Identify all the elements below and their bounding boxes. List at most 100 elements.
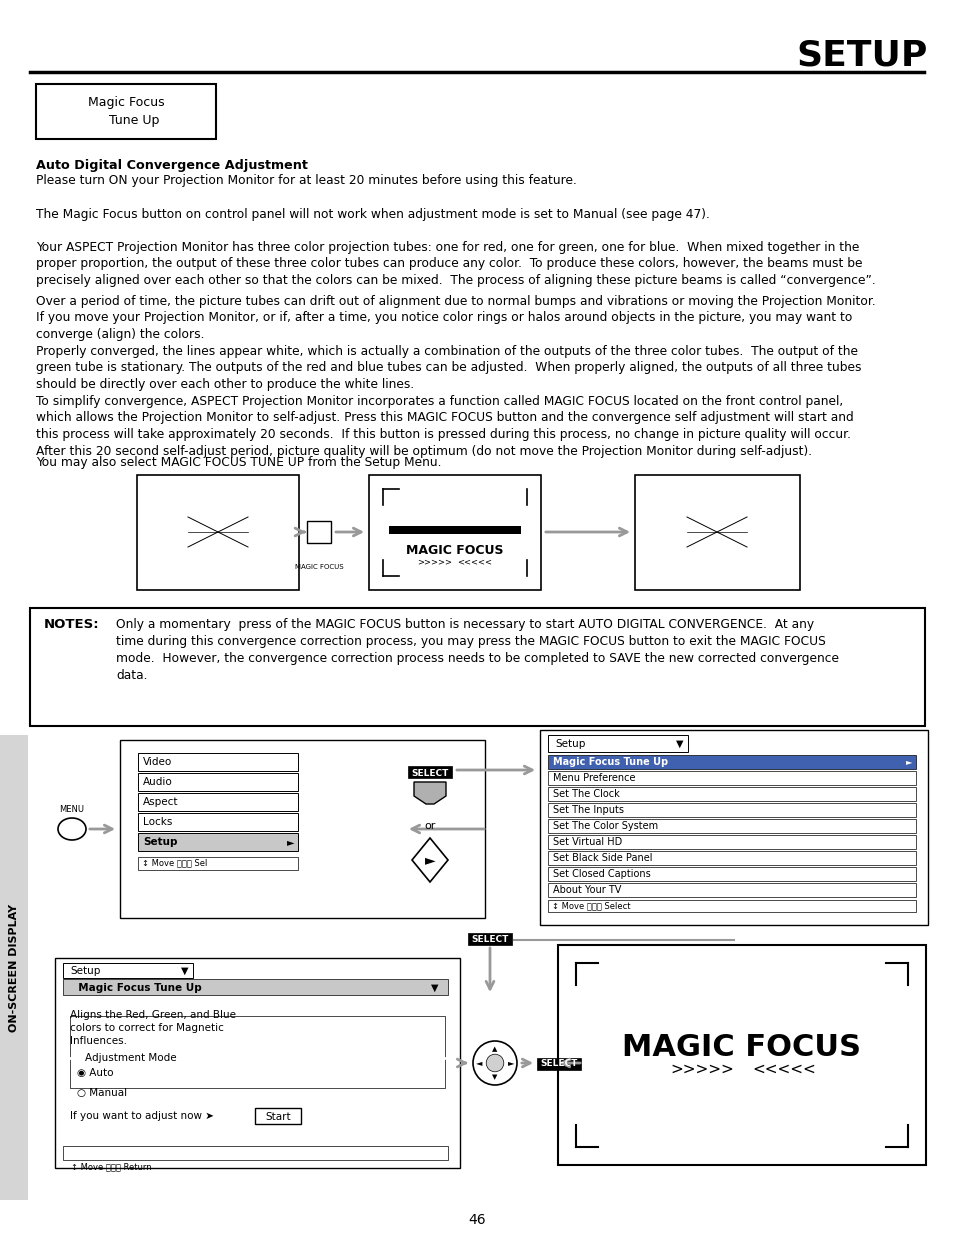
Bar: [547, 755, 915, 769]
Text: Please turn ON your Projection Monitor for at least 20 minutes before using this: Please turn ON your Projection Monitor f…: [36, 174, 577, 186]
Bar: [558, 945, 925, 1165]
Text: >>>>>: >>>>>: [417, 557, 452, 567]
Text: Set The Clock: Set The Clock: [553, 789, 619, 799]
Bar: [63, 979, 448, 995]
Text: Audio: Audio: [143, 777, 172, 787]
Text: Auto Digital Convergence Adjustment: Auto Digital Convergence Adjustment: [36, 159, 308, 172]
Text: ►: ►: [286, 837, 294, 847]
Text: ◄: ◄: [476, 1058, 482, 1067]
Bar: [138, 773, 297, 790]
Text: You may also select MAGIC FOCUS TUNE UP from the Setup Menu.: You may also select MAGIC FOCUS TUNE UP …: [36, 456, 441, 469]
Text: ▼: ▼: [676, 739, 683, 748]
Circle shape: [473, 1041, 517, 1086]
Text: ▲: ▲: [492, 1046, 497, 1052]
Text: Setup: Setup: [555, 739, 585, 748]
Text: Over a period of time, the picture tubes can drift out of alignment due to norma: Over a period of time, the picture tubes…: [36, 295, 875, 341]
Text: SETUP: SETUP: [796, 38, 927, 72]
Bar: [138, 793, 297, 811]
Bar: [137, 475, 298, 590]
Text: Properly converged, the lines appear white, which is actually a combination of t: Properly converged, the lines appear whi…: [36, 345, 861, 391]
Text: Set The Color System: Set The Color System: [553, 821, 658, 831]
Text: MENU: MENU: [59, 804, 85, 814]
Text: ↕ Move ⓈⓈⓈ Sel: ↕ Move ⓈⓈⓈ Sel: [142, 858, 207, 867]
Text: ↕ Move ⓈⓈⓈ Return: ↕ Move ⓈⓈⓈ Return: [71, 1162, 152, 1172]
Bar: [389, 526, 520, 534]
Text: The Magic Focus button on control panel will not work when adjustment mode is se: The Magic Focus button on control panel …: [36, 207, 709, 221]
Text: Video: Video: [143, 757, 172, 767]
Text: About Your TV: About Your TV: [553, 885, 620, 895]
Bar: [70, 1016, 444, 1088]
Text: ↕ Move ⓈⓈⓈ Select: ↕ Move ⓈⓈⓈ Select: [552, 902, 630, 910]
Bar: [254, 1108, 301, 1124]
Bar: [547, 835, 915, 848]
Text: MAGIC FOCUS: MAGIC FOCUS: [622, 1032, 861, 1062]
Text: Your ASPECT Projection Monitor has three color projection tubes: one for red, on: Your ASPECT Projection Monitor has three…: [36, 241, 875, 287]
Bar: [547, 735, 687, 752]
Text: MAGIC FOCUS: MAGIC FOCUS: [406, 543, 503, 557]
Text: Set Black Side Panel: Set Black Side Panel: [553, 853, 652, 863]
Bar: [0, 735, 28, 1200]
Text: MAGIC FOCUS: MAGIC FOCUS: [294, 564, 343, 571]
Text: ON-SCREEN DISPLAY: ON-SCREEN DISPLAY: [9, 904, 19, 1031]
Bar: [547, 819, 915, 832]
Bar: [63, 963, 193, 978]
Text: If you want to adjust now ➤: If you want to adjust now ➤: [70, 1112, 213, 1121]
Text: Magic Focus Tune Up: Magic Focus Tune Up: [71, 983, 201, 993]
Text: Setup: Setup: [70, 966, 100, 976]
Text: Magic Focus Tune Up: Magic Focus Tune Up: [553, 757, 667, 767]
Text: 46: 46: [468, 1213, 485, 1228]
Text: SELECT: SELECT: [471, 935, 508, 945]
Bar: [55, 958, 459, 1168]
Bar: [30, 608, 924, 726]
Text: To simplify convergence, ASPECT Projection Monitor incorporates a function calle: To simplify convergence, ASPECT Projecti…: [36, 395, 853, 457]
Bar: [539, 730, 927, 925]
Text: ▼: ▼: [492, 1074, 497, 1079]
Polygon shape: [414, 782, 446, 804]
Text: Menu Preference: Menu Preference: [553, 773, 635, 783]
Text: or: or: [424, 821, 436, 831]
Bar: [138, 813, 297, 831]
Text: Aligns the Red, Green, and Blue
colors to correct for Magnetic
Influences.: Aligns the Red, Green, and Blue colors t…: [70, 1010, 235, 1046]
Bar: [547, 803, 915, 818]
Bar: [468, 932, 512, 945]
Bar: [547, 867, 915, 881]
Text: Set Virtual HD: Set Virtual HD: [553, 837, 621, 847]
Bar: [547, 883, 915, 897]
Text: ○ Manual: ○ Manual: [77, 1088, 127, 1098]
Text: ►: ►: [904, 757, 911, 767]
Text: ►: ►: [507, 1058, 514, 1067]
Bar: [138, 753, 297, 771]
Bar: [547, 851, 915, 864]
Text: Magic Focus
    Tune Up: Magic Focus Tune Up: [88, 96, 164, 127]
Text: Only a momentary  press of the MAGIC FOCUS button is necessary to start AUTO DIG: Only a momentary press of the MAGIC FOCU…: [116, 618, 838, 682]
Bar: [307, 521, 331, 543]
Text: <<<<<: <<<<<: [457, 557, 492, 567]
Text: >>>>>: >>>>>: [669, 1062, 733, 1077]
Ellipse shape: [58, 818, 86, 840]
Polygon shape: [412, 839, 448, 882]
Text: Locks: Locks: [143, 818, 172, 827]
Bar: [547, 787, 915, 802]
Text: ►: ►: [424, 853, 435, 867]
Text: Start: Start: [265, 1112, 291, 1123]
Text: Setup: Setup: [143, 837, 177, 847]
Text: ▼: ▼: [431, 983, 438, 993]
Text: ◉ Auto: ◉ Auto: [77, 1068, 113, 1078]
Bar: [138, 832, 297, 851]
Text: SELECT: SELECT: [411, 768, 448, 778]
Bar: [547, 900, 915, 911]
Circle shape: [486, 1055, 503, 1072]
Text: Set The Inputs: Set The Inputs: [553, 805, 623, 815]
Bar: [120, 740, 484, 918]
Text: Aspect: Aspect: [143, 797, 178, 806]
Bar: [63, 1146, 448, 1160]
Bar: [138, 857, 297, 869]
Bar: [635, 475, 800, 590]
Text: ▼: ▼: [181, 966, 189, 976]
Text: NOTES:: NOTES:: [44, 618, 99, 631]
Text: Adjustment Mode: Adjustment Mode: [85, 1053, 176, 1063]
Text: Set Closed Captions: Set Closed Captions: [553, 869, 650, 879]
Bar: [369, 475, 540, 590]
Text: <<<<<: <<<<<: [751, 1062, 815, 1077]
Bar: [547, 771, 915, 785]
